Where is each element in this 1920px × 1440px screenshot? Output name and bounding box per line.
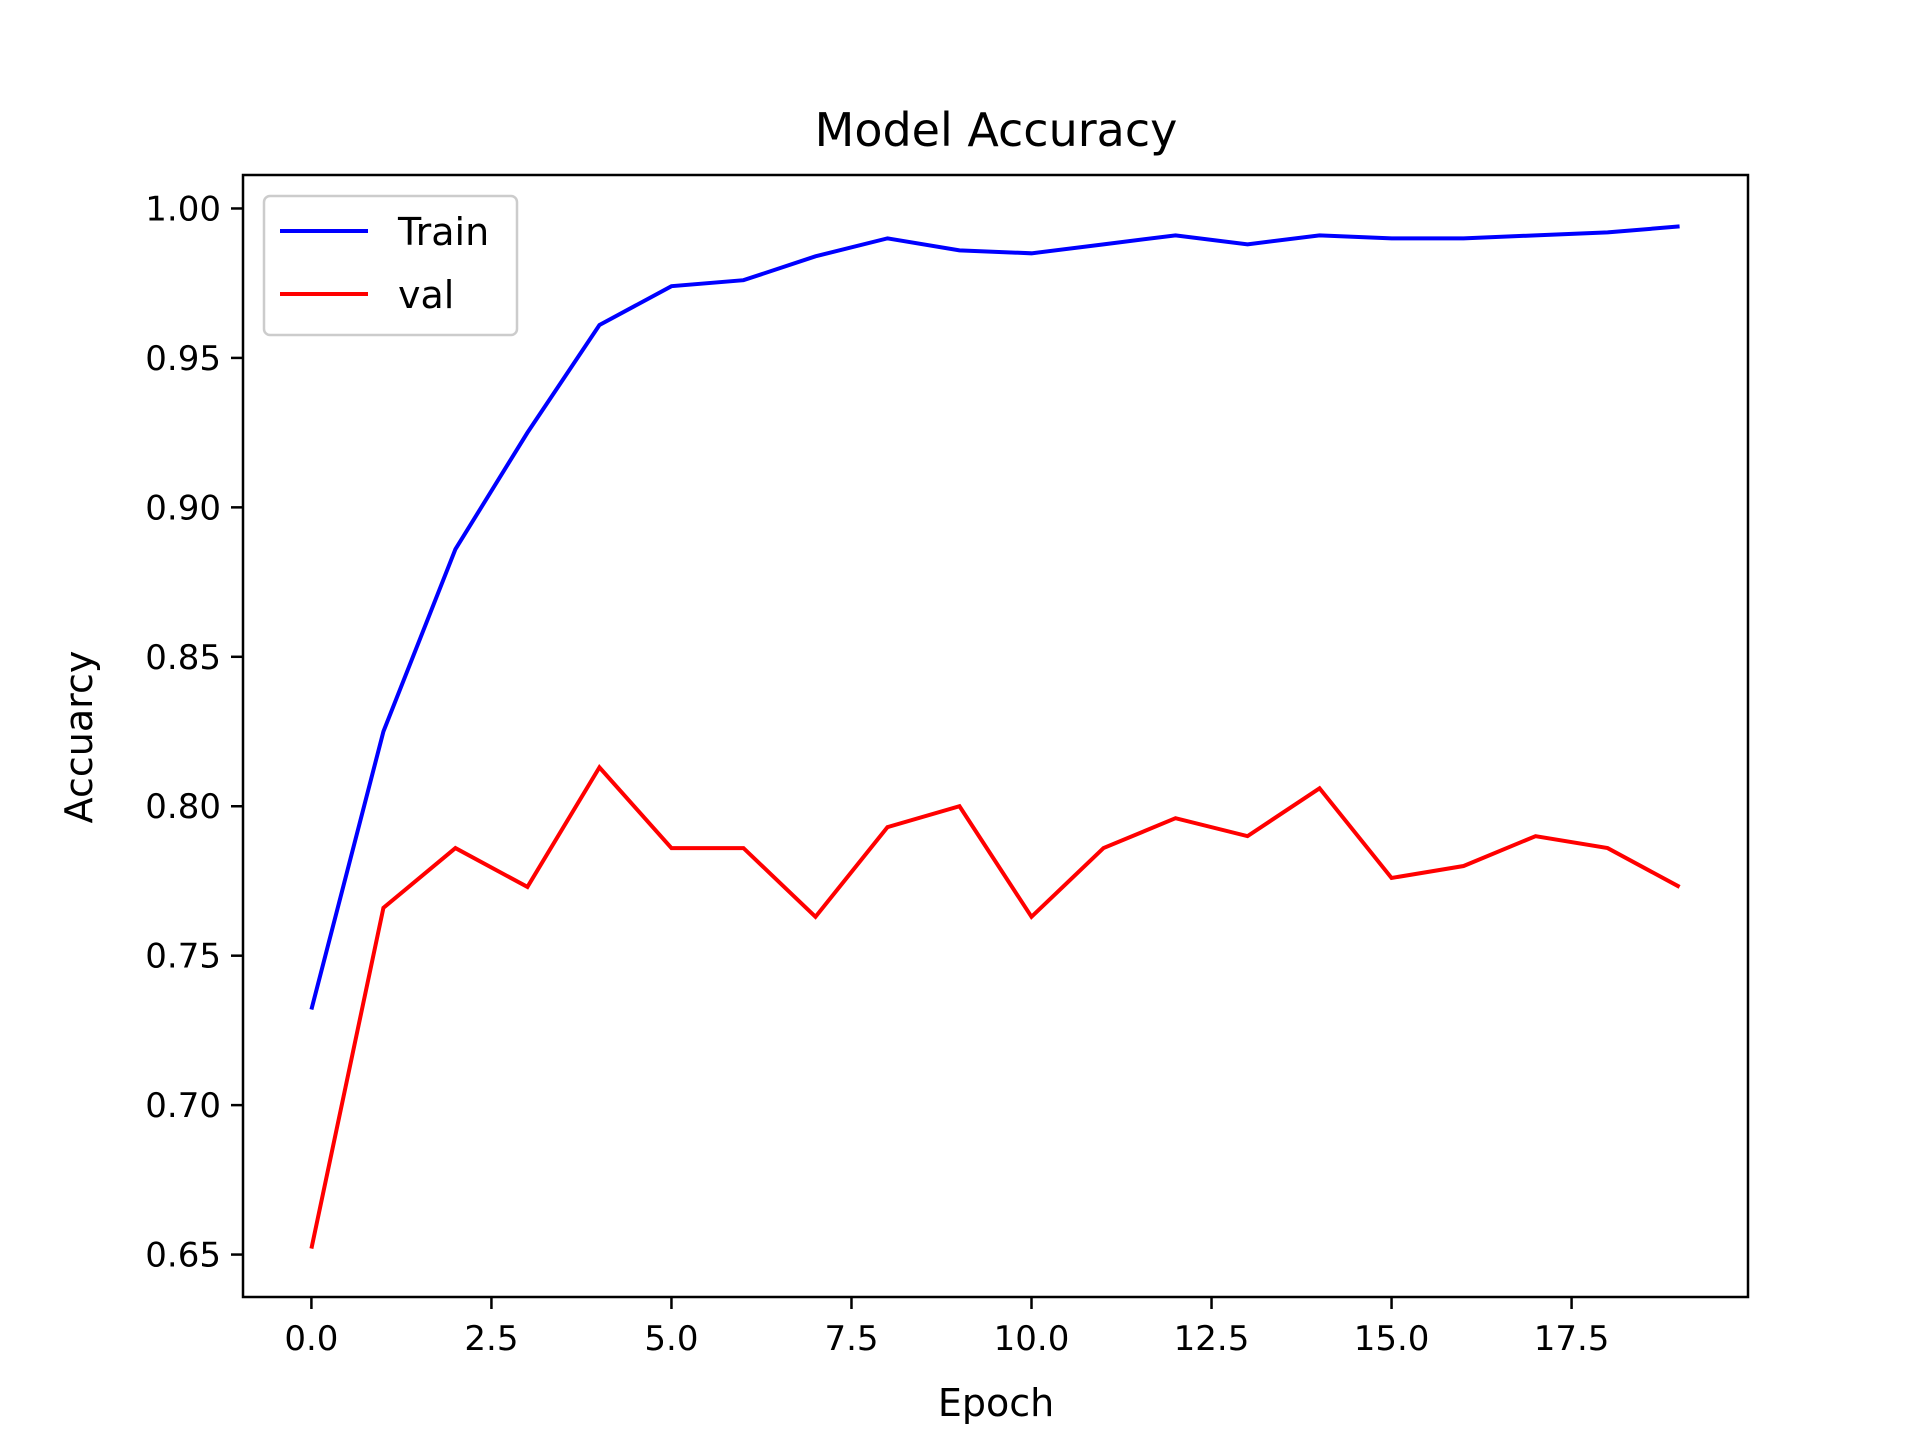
series-line-train bbox=[309, 224, 1680, 1010]
legend-label-val: val bbox=[398, 273, 454, 317]
y-tick-label: 0.70 bbox=[145, 1086, 221, 1126]
y-tick-label: 0.90 bbox=[145, 488, 221, 528]
series-line-val bbox=[309, 764, 1681, 1249]
y-tick-label: 0.95 bbox=[145, 339, 221, 379]
x-tick-label: 0.0 bbox=[284, 1319, 338, 1359]
legend: Train val bbox=[262, 194, 519, 337]
y-axis-label: Accuarcy bbox=[57, 651, 101, 824]
x-tick-label: 7.5 bbox=[824, 1319, 878, 1359]
y-tick-label: 0.85 bbox=[145, 638, 221, 678]
x-tick-label: 17.5 bbox=[1534, 1319, 1610, 1359]
chart-title: Model Accuracy bbox=[815, 103, 1178, 157]
x-axis: 0.0 2.5 5.0 7.5 10.0 12.5 15.0 17.5 bbox=[284, 1297, 1609, 1359]
x-tick-label: 2.5 bbox=[464, 1319, 518, 1359]
legend-label-train: Train bbox=[397, 210, 489, 254]
y-tick-label: 0.65 bbox=[145, 1236, 221, 1276]
x-axis-label: Epoch bbox=[938, 1381, 1054, 1425]
x-tick-label: 15.0 bbox=[1354, 1319, 1430, 1359]
plot-area bbox=[309, 224, 1681, 1249]
x-tick-label: 12.5 bbox=[1174, 1319, 1250, 1359]
y-axis: 0.65 0.70 0.75 0.80 0.85 0.90 0.95 1.00 bbox=[145, 189, 243, 1276]
y-tick-label: 1.00 bbox=[145, 189, 221, 229]
x-tick-label: 5.0 bbox=[644, 1319, 698, 1359]
x-tick-label: 10.0 bbox=[994, 1319, 1070, 1359]
plot-frame bbox=[241, 173, 1750, 1299]
y-tick-label: 0.75 bbox=[145, 937, 221, 977]
y-tick-label: 0.80 bbox=[145, 787, 221, 827]
